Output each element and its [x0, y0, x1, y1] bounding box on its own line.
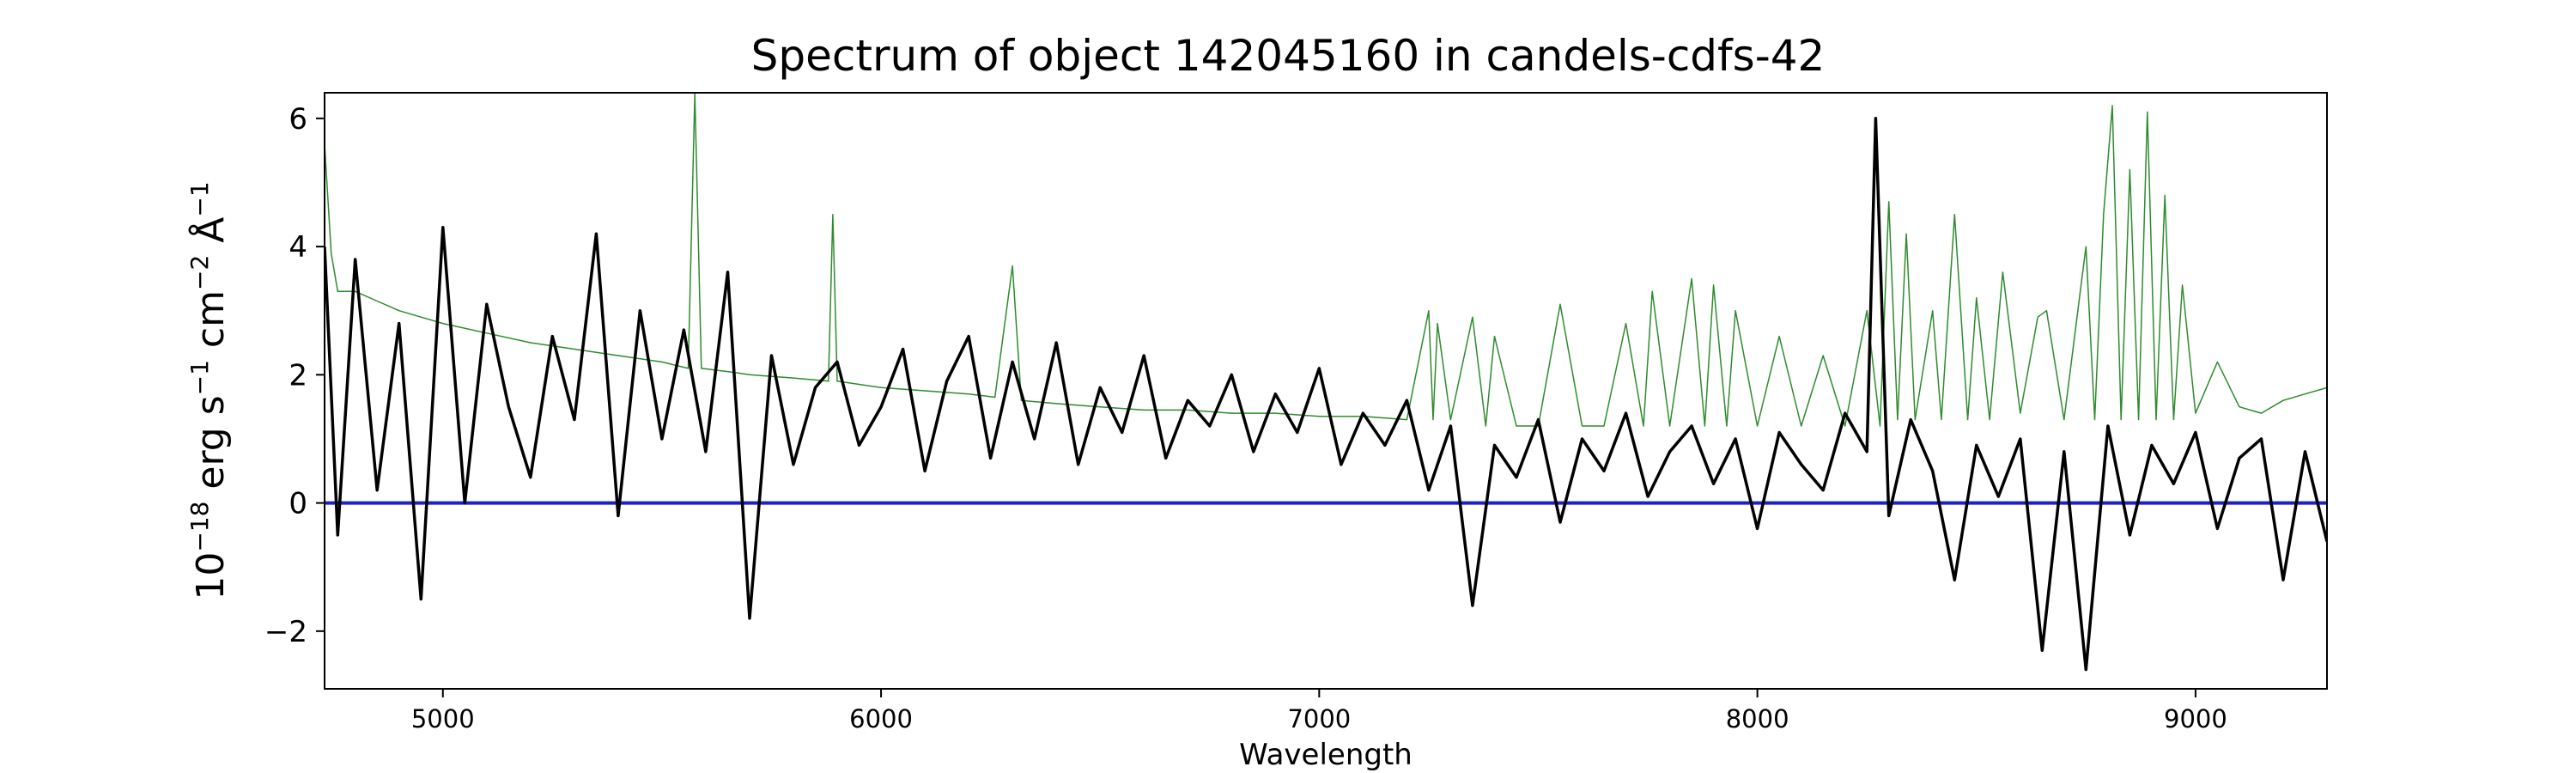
x-axis-label: Wavelength — [1239, 738, 1413, 772]
series-line-model — [325, 93, 2327, 427]
y-axis-label: 10−18 erg s−1 cm−2 Å−1 — [185, 181, 233, 600]
y-tick-label: 2 — [289, 358, 307, 393]
chart-title: Spectrum of object 142045160 in candels-… — [751, 31, 1826, 81]
x-tick-label: 6000 — [849, 704, 913, 733]
y-axis: −2 0 2 4 6 — [264, 102, 325, 649]
y-tick-label: 4 — [289, 230, 307, 265]
y-tick-label: −2 — [264, 615, 307, 649]
y-tick-label: 6 — [289, 102, 307, 137]
plot-frame — [324, 92, 2328, 690]
x-tick-label: 9000 — [2164, 704, 2227, 733]
y-tick-label: 0 — [289, 487, 307, 521]
x-tick-label: 7000 — [1287, 704, 1351, 733]
x-tick-label: 5000 — [411, 704, 475, 733]
x-axis: 5000 6000 7000 8000 9000 — [411, 689, 2227, 733]
x-tick-label: 8000 — [1726, 704, 1789, 733]
series-line-flux — [325, 117, 2327, 672]
plot-area — [324, 92, 2328, 690]
series-layer — [325, 93, 2327, 672]
